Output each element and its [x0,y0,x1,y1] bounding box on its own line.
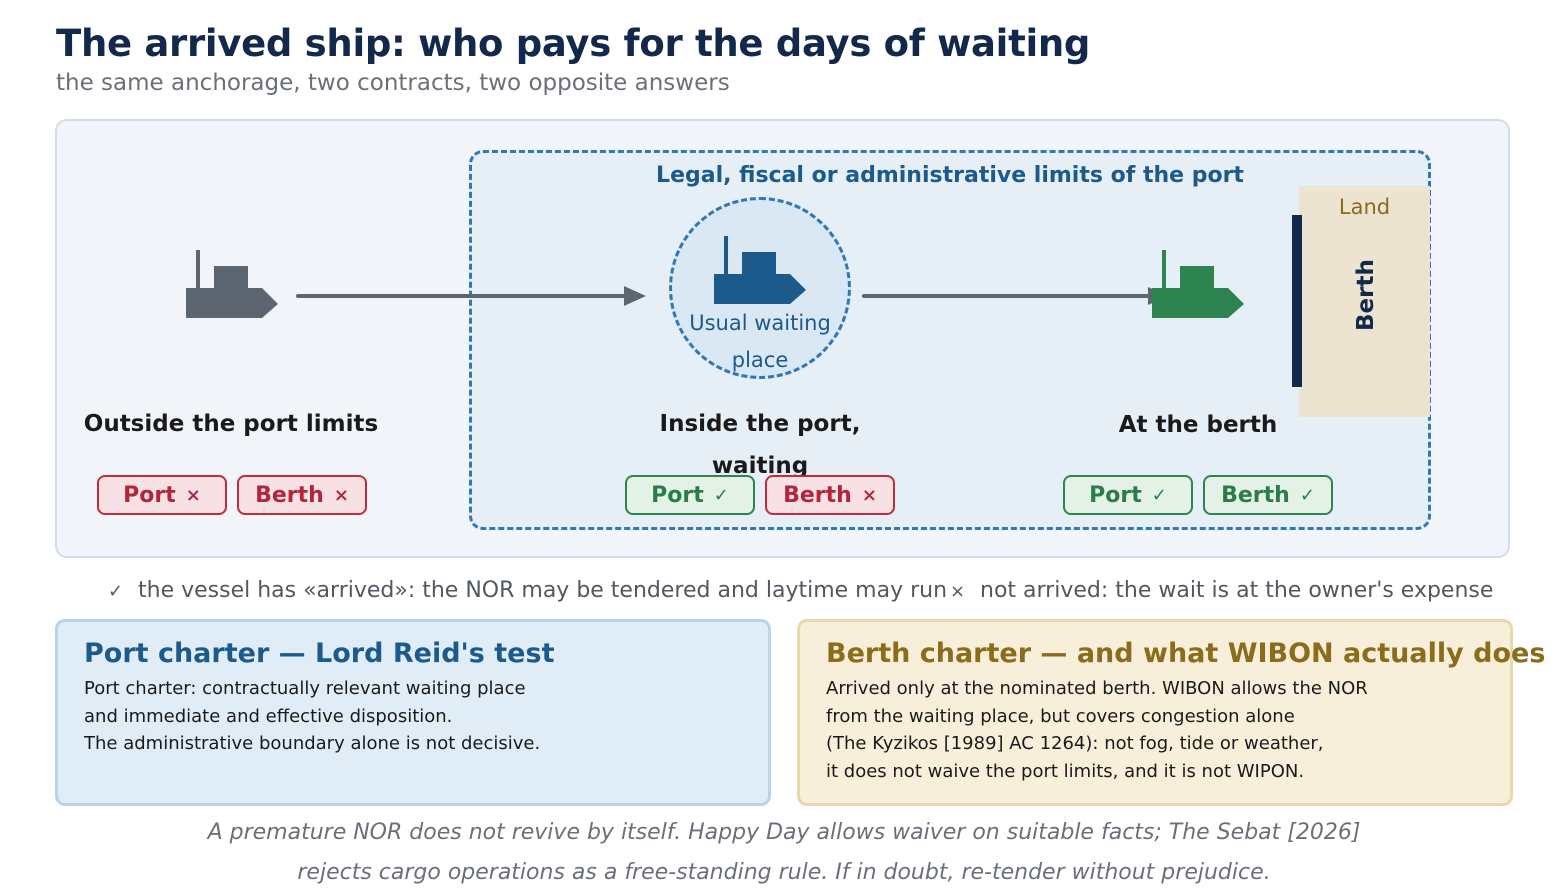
badge-label: Port [1089,482,1142,508]
arrow-right-icon [862,287,1168,305]
badge-port: Port ✓ [625,475,755,515]
port-charter-card: Port charter — Lord Reid's test Port cha… [55,619,771,806]
ship-icon [714,236,806,304]
cross-icon: × [185,484,201,506]
badge-port: Port × [97,475,227,515]
card-title: Berth charter — and what WIBON actually … [826,638,1546,669]
page-subtitle: the same anchorage, two contracts, two o… [56,70,730,96]
badge-label: Berth [783,482,852,508]
port-limits-label: Legal, fiscal or administrative limits o… [656,163,1244,188]
berth-label: Berth [1353,259,1379,331]
port-limits-zone [469,150,1431,530]
check-icon: ✓ [108,581,124,602]
badge-berth: Berth × [765,475,895,515]
check-icon: ✓ [713,484,729,506]
badge-port: Port ✓ [1063,475,1193,515]
cross-icon: × [950,581,966,602]
land-area [1299,186,1430,417]
legend-not-arrived-text: not arrived: the wait is at the owner's … [980,578,1494,603]
legend-arrived: ✓ the vessel has «arrived»: the NOR may b… [108,578,947,603]
card-line: (The Kyzikos [1989] AC 1264): not fog, t… [826,733,1324,754]
card-line: it does not waive the port limits, and i… [826,760,1305,782]
ship-icon [1152,250,1244,318]
card-title: Port charter — Lord Reid's test [84,638,555,669]
cross-icon: × [861,484,877,506]
cross-icon: × [333,484,349,506]
legend-arrived-text: the vessel has «arrived»: the NOR may be… [138,578,948,603]
page-title: The arrived ship: who pays for the days … [56,22,1091,65]
arrow-right-icon [296,286,646,306]
badge-berth: Berth ✓ [1203,475,1333,515]
waiting-place-label: Usual waiting place [689,311,831,372]
badge-label: Berth [255,482,324,508]
ship-icon [186,250,278,318]
berth-charter-card: Berth charter — and what WIBON actually … [797,619,1546,806]
zone-title-berth: At the berth [1118,412,1278,438]
badge-label: Port [651,482,704,508]
land-label: Land [1338,195,1391,219]
footnote-line: rejects cargo operations as a free-stand… [297,860,1271,885]
badge-label: Port [123,482,176,508]
badge-label: Berth [1221,482,1290,508]
zone-title-outside: Outside the port limits [83,411,379,437]
card-line: The administrative boundary alone is not… [84,733,541,754]
footnote-line: A premature NOR does not revive by itsel… [207,820,1361,845]
badge-berth: Berth × [237,475,367,515]
card-line: from the waiting place, but covers conge… [826,705,1295,727]
zone-title-inside: Inside the port, waiting [659,411,861,479]
card-line: Port charter: contractually relevant wai… [84,678,526,699]
card-line: and immediate and effective disposition. [84,705,453,727]
legend-not-arrived: × not arrived: the wait is at the owner's… [950,578,1493,603]
check-icon: ✓ [1151,484,1167,506]
check-icon: ✓ [1299,484,1315,506]
card-line: Arrived only at the nominated berth. WIB… [826,678,1368,699]
quay-wall [1292,215,1302,387]
